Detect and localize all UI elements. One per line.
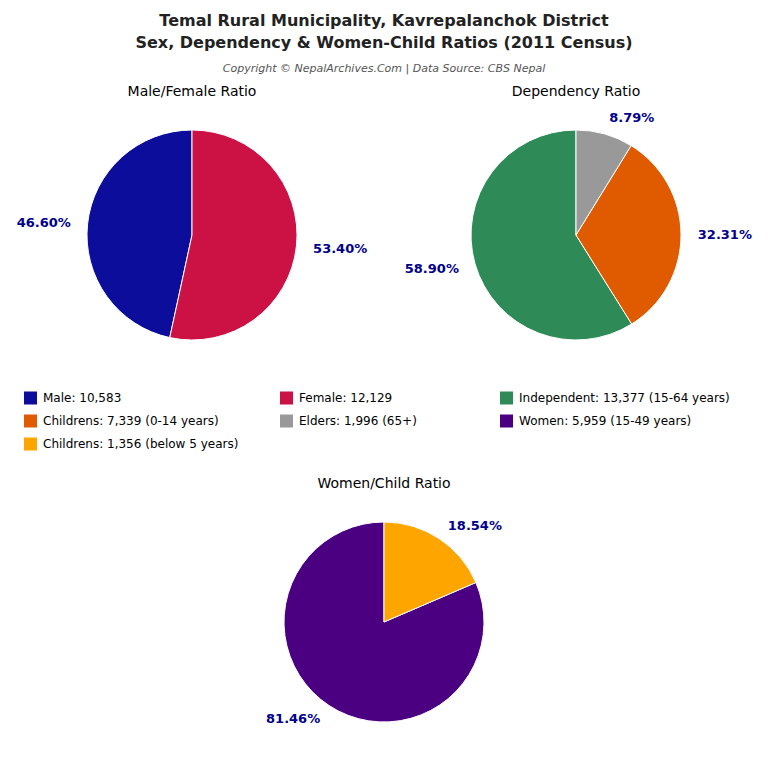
legend: Male: 10,583 Female: 12,129 Independent: 1… xyxy=(24,391,730,451)
pie-title: Male/Female Ratio xyxy=(128,83,257,99)
data-label: 46.60% xyxy=(17,215,71,230)
legend-item: Elders: 1,996 (65+) xyxy=(280,414,417,428)
slice xyxy=(284,522,484,722)
legend-item: Female: 12,129 xyxy=(280,391,392,405)
slice xyxy=(384,522,476,622)
legend-label: Male: 10,583 xyxy=(43,391,121,405)
legend-swatch xyxy=(280,415,293,428)
pie: Dependency Ratio 58.90% 32.31% 8.79% xyxy=(405,83,752,340)
legend-label: Childrens: 1,356 (below 5 years) xyxy=(43,437,238,451)
legend-swatch xyxy=(500,392,513,405)
pie: Women/Child Ratio 81.46% 18.54% xyxy=(266,475,502,726)
slices xyxy=(87,130,297,340)
legend-item: Women: 5,959 (15-49 years) xyxy=(500,414,691,428)
slice xyxy=(170,130,297,340)
legend-swatch xyxy=(280,392,293,405)
slice xyxy=(576,130,631,235)
subtitle: Copyright © NepalArchives.Com | Data Sou… xyxy=(223,62,545,75)
legend-label: Female: 12,129 xyxy=(299,391,392,405)
pie-title: Women/Child Ratio xyxy=(317,475,450,491)
legend-swatch xyxy=(24,415,37,428)
title: Sex, Dependency & Women-Child Ratios (20… xyxy=(135,33,632,52)
legend-label: Women: 5,959 (15-49 years) xyxy=(519,414,691,428)
data-labels: 58.90% 32.31% 8.79% xyxy=(405,110,752,276)
pie: Male/Female Ratio 46.60% 53.40% xyxy=(17,83,368,340)
data-label: 32.31% xyxy=(698,227,752,242)
data-label: 58.90% xyxy=(405,261,459,276)
legend-swatch xyxy=(500,415,513,428)
data-label: 81.46% xyxy=(266,711,320,726)
pie-title: Dependency Ratio xyxy=(512,83,641,99)
data-label: 53.40% xyxy=(313,241,367,256)
legend-item: Childrens: 1,356 (below 5 years) xyxy=(24,437,238,451)
legend-label: Independent: 13,377 (15-64 years) xyxy=(519,391,730,405)
data-labels: 46.60% 53.40% xyxy=(17,215,368,256)
legend-item: Childrens: 7,339 (0-14 years) xyxy=(24,414,219,428)
title: Temal Rural Municipality, Kavrepalanchok… xyxy=(159,11,609,30)
legend-swatch xyxy=(24,438,37,451)
data-label: 8.79% xyxy=(609,110,654,125)
slices xyxy=(284,522,484,722)
data-label: 18.54% xyxy=(448,518,502,533)
legend-item: Male: 10,583 xyxy=(24,391,121,405)
chart: Temal Rural Municipality, Kavrepalanchok… xyxy=(0,0,768,768)
legend-label: Elders: 1,996 (65+) xyxy=(299,414,417,428)
legend-item: Independent: 13,377 (15-64 years) xyxy=(500,391,730,405)
legend-swatch xyxy=(24,392,37,405)
data-labels: 81.46% 18.54% xyxy=(266,518,502,727)
legend-label: Childrens: 7,339 (0-14 years) xyxy=(43,414,219,428)
slices xyxy=(471,130,681,340)
